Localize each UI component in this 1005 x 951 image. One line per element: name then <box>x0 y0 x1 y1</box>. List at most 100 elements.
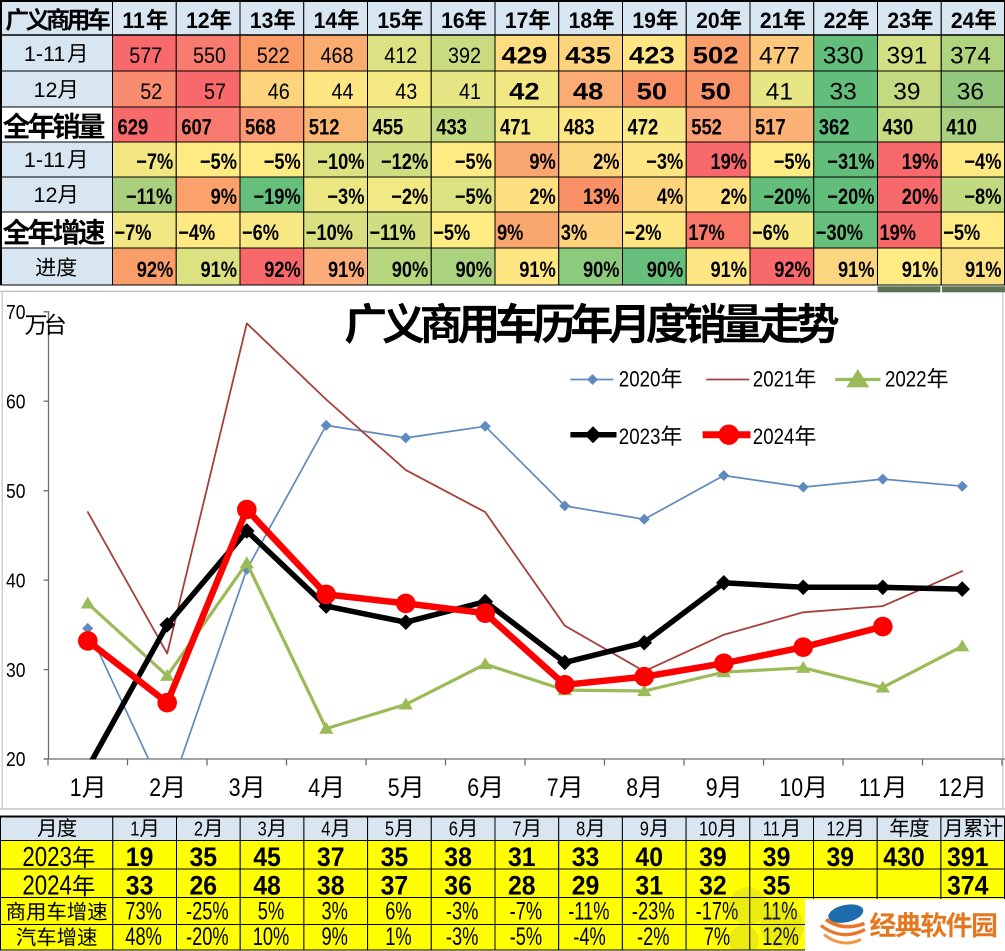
svg-text:607: 607 <box>181 116 212 140</box>
svg-text:4: 4 <box>321 817 330 840</box>
svg-text:41: 41 <box>766 79 793 106</box>
svg-text:39: 39 <box>699 843 727 872</box>
svg-text:91%: 91% <box>201 259 238 283</box>
svg-text:36: 36 <box>957 79 984 106</box>
svg-text:2: 2 <box>149 773 161 801</box>
svg-text:−20%: −20% <box>827 186 874 210</box>
svg-text:11: 11 <box>122 7 144 33</box>
svg-text:11: 11 <box>859 773 881 801</box>
svg-text:2: 2 <box>194 817 203 840</box>
svg-text:5: 5 <box>388 773 400 801</box>
svg-text:40: 40 <box>6 570 26 593</box>
svg-text:6: 6 <box>467 773 479 801</box>
svg-text:40: 40 <box>635 843 663 872</box>
svg-text:-5%: -5% <box>510 922 543 951</box>
svg-text:374: 374 <box>947 871 989 900</box>
svg-text:2024: 2024 <box>753 426 795 450</box>
svg-text:-4%: -4% <box>573 922 606 951</box>
svg-text:1-11: 1-11 <box>24 148 65 172</box>
svg-text:-11%: -11% <box>568 897 609 926</box>
svg-text:−2%: −2% <box>625 222 662 246</box>
svg-text:−5%: −5% <box>455 186 492 210</box>
svg-text:73%: 73% <box>125 897 162 926</box>
svg-text:37: 37 <box>317 843 345 872</box>
svg-text:577: 577 <box>129 44 162 68</box>
svg-text:90%: 90% <box>392 259 429 283</box>
svg-text:550: 550 <box>193 44 226 68</box>
svg-text:2020: 2020 <box>619 368 661 392</box>
svg-text:468: 468 <box>321 44 354 68</box>
svg-text:−5%: −5% <box>264 151 301 175</box>
svg-text:12: 12 <box>938 773 962 801</box>
svg-text:39: 39 <box>827 843 855 872</box>
svg-text:552: 552 <box>691 116 722 140</box>
svg-text:2023: 2023 <box>619 426 661 450</box>
svg-text:−6%: −6% <box>242 222 279 246</box>
svg-text:90%: 90% <box>456 259 493 283</box>
svg-text:5%: 5% <box>258 897 284 926</box>
svg-text:50: 50 <box>6 481 26 504</box>
svg-text:−10%: −10% <box>317 151 364 175</box>
svg-text:2%: 2% <box>593 151 619 175</box>
svg-text:−11%: −11% <box>370 222 416 246</box>
svg-text:-3%: -3% <box>446 897 479 926</box>
svg-text:−5%: −5% <box>455 151 492 175</box>
svg-text:483: 483 <box>564 116 595 140</box>
svg-text:9: 9 <box>706 773 718 801</box>
svg-text:−6%: −6% <box>752 222 789 246</box>
svg-text:30: 30 <box>6 660 26 683</box>
svg-text:11%: 11% <box>762 897 797 926</box>
svg-text:31: 31 <box>635 871 663 900</box>
svg-text:2021: 2021 <box>753 368 795 392</box>
svg-text:44: 44 <box>332 80 354 104</box>
svg-text:-7%: -7% <box>510 897 543 926</box>
svg-text:423: 423 <box>629 41 675 69</box>
svg-text:70: 70 <box>6 302 26 325</box>
svg-text:48: 48 <box>253 871 281 900</box>
svg-text:433: 433 <box>436 116 467 140</box>
svg-text:90%: 90% <box>647 259 684 283</box>
svg-text:410: 410 <box>946 116 977 140</box>
svg-text:3%: 3% <box>322 897 348 926</box>
svg-text:430: 430 <box>883 116 914 140</box>
svg-text:12: 12 <box>34 78 58 102</box>
svg-text:392: 392 <box>448 44 481 68</box>
svg-text:20: 20 <box>6 749 26 772</box>
svg-text:52: 52 <box>140 80 162 104</box>
svg-text:19: 19 <box>126 843 154 872</box>
svg-text:512: 512 <box>309 116 340 140</box>
svg-text:2%: 2% <box>721 186 747 210</box>
svg-text:3%: 3% <box>561 222 587 246</box>
svg-text:33: 33 <box>572 843 600 872</box>
svg-text:91%: 91% <box>902 259 939 283</box>
svg-text:19%: 19% <box>711 151 748 175</box>
svg-text:502: 502 <box>693 41 739 69</box>
svg-text:91%: 91% <box>838 259 875 283</box>
svg-text:17: 17 <box>505 7 529 33</box>
svg-text:−4%: −4% <box>964 151 1001 175</box>
svg-text:5: 5 <box>385 817 394 840</box>
svg-text:91%: 91% <box>519 259 556 283</box>
svg-text:43: 43 <box>395 80 417 104</box>
svg-text:48%: 48% <box>125 922 162 951</box>
svg-text:35: 35 <box>763 871 791 900</box>
svg-text:8: 8 <box>626 773 638 801</box>
svg-text:374: 374 <box>950 43 991 70</box>
svg-text:471: 471 <box>500 116 531 140</box>
svg-text:−7%: −7% <box>136 151 173 175</box>
svg-text:32: 32 <box>699 871 727 900</box>
svg-text:7: 7 <box>547 773 559 801</box>
svg-text:12: 12 <box>34 183 58 207</box>
svg-text:11: 11 <box>763 817 780 840</box>
svg-text:517: 517 <box>755 116 786 140</box>
svg-text:472: 472 <box>628 116 659 140</box>
svg-text:91%: 91% <box>965 259 1002 283</box>
svg-text:35: 35 <box>381 843 409 872</box>
svg-text:1%: 1% <box>385 922 411 951</box>
svg-text:−5%: −5% <box>943 222 980 246</box>
svg-text:−5%: −5% <box>774 151 811 175</box>
svg-text:9%: 9% <box>211 186 237 210</box>
svg-text:92%: 92% <box>774 259 811 283</box>
svg-text:16: 16 <box>441 7 465 33</box>
svg-text:-17%: -17% <box>696 897 739 926</box>
